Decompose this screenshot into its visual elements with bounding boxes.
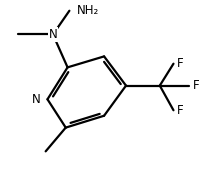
Text: N: N	[49, 28, 57, 41]
Text: F: F	[193, 79, 199, 92]
Text: NH₂: NH₂	[77, 4, 99, 17]
Text: F: F	[177, 104, 184, 117]
Text: F: F	[177, 57, 184, 70]
Text: N: N	[32, 93, 41, 106]
